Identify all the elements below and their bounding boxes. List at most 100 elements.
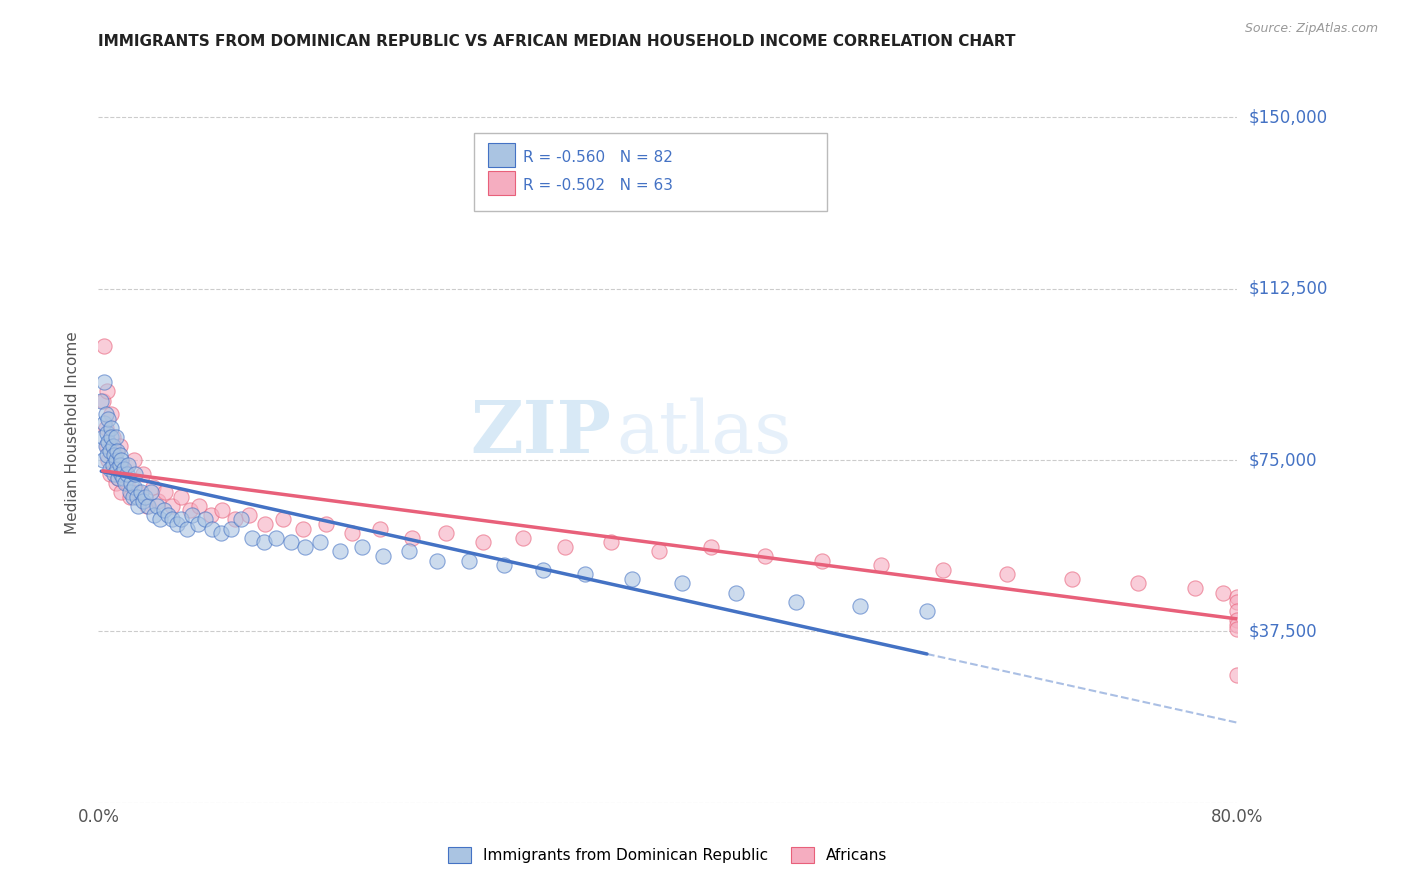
Point	[166, 516, 188, 531]
Point	[401, 531, 423, 545]
Point	[134, 490, 156, 504]
Point	[103, 467, 125, 481]
Point	[434, 526, 457, 541]
Point	[176, 522, 198, 536]
Point	[115, 467, 138, 481]
Text: Source: ZipAtlas.com: Source: ZipAtlas.com	[1244, 22, 1378, 36]
Point	[494, 558, 516, 573]
Point	[273, 512, 295, 526]
Point	[785, 595, 807, 609]
Point	[373, 549, 395, 563]
Point	[149, 512, 172, 526]
Point	[112, 462, 135, 476]
Point	[1226, 617, 1249, 632]
Point	[108, 439, 131, 453]
Point	[995, 567, 1018, 582]
Point	[201, 522, 224, 536]
Point	[1226, 604, 1249, 618]
Point	[139, 485, 162, 500]
Point	[105, 443, 128, 458]
Point	[188, 499, 211, 513]
Text: $37,500: $37,500	[1249, 623, 1317, 640]
Point	[117, 458, 139, 472]
Text: ZIP: ZIP	[470, 397, 612, 468]
Point	[103, 443, 125, 458]
Point	[124, 467, 146, 481]
Text: $150,000: $150,000	[1249, 108, 1327, 127]
FancyBboxPatch shape	[488, 143, 515, 167]
Point	[240, 531, 263, 545]
Point	[112, 462, 135, 476]
FancyBboxPatch shape	[474, 133, 827, 211]
Point	[93, 376, 115, 390]
Point	[103, 449, 125, 463]
Point	[574, 567, 596, 582]
Point	[162, 499, 184, 513]
Point	[111, 471, 134, 485]
Point	[153, 503, 176, 517]
Point	[104, 453, 127, 467]
Text: $75,000: $75,000	[1249, 451, 1317, 469]
Point	[179, 503, 201, 517]
Point	[142, 508, 165, 522]
Point	[1226, 590, 1249, 604]
Point	[554, 540, 576, 554]
Point	[148, 494, 170, 508]
Point	[118, 490, 141, 504]
Point	[849, 599, 872, 614]
Point	[135, 499, 157, 513]
Point	[146, 499, 169, 513]
Point	[931, 563, 953, 577]
Point	[100, 421, 122, 435]
Point	[309, 535, 332, 549]
Point	[131, 467, 153, 481]
Point	[141, 480, 163, 494]
Point	[200, 508, 222, 522]
Point	[870, 558, 893, 573]
Text: atlas: atlas	[617, 397, 792, 468]
Point	[194, 512, 217, 526]
Point	[94, 408, 117, 422]
Point	[292, 522, 315, 536]
Point	[120, 475, 142, 490]
Point	[211, 503, 233, 517]
Point	[219, 522, 242, 536]
Point	[170, 490, 193, 504]
Point	[531, 563, 554, 577]
Point	[94, 439, 117, 453]
Point	[252, 535, 274, 549]
Point	[368, 522, 391, 536]
Point	[91, 453, 114, 467]
Point	[122, 453, 145, 467]
Point	[101, 458, 124, 472]
Point	[100, 408, 122, 422]
Point	[97, 434, 120, 449]
Point	[93, 339, 115, 353]
Point	[398, 544, 420, 558]
Point	[329, 544, 352, 558]
Point	[471, 535, 494, 549]
Text: IMMIGRANTS FROM DOMINICAN REPUBLIC VS AFRICAN MEDIAN HOUSEHOLD INCOME CORRELATIO: IMMIGRANTS FROM DOMINICAN REPUBLIC VS AF…	[98, 34, 1017, 49]
Point	[110, 467, 132, 481]
Point	[162, 512, 184, 526]
Point	[136, 499, 159, 513]
Point	[648, 544, 671, 558]
Point	[671, 576, 693, 591]
Point	[725, 585, 748, 599]
Point	[98, 443, 121, 458]
Point	[100, 430, 122, 444]
Point	[350, 540, 373, 554]
Point	[115, 475, 138, 490]
Point	[129, 485, 152, 500]
Point	[600, 535, 623, 549]
Point	[754, 549, 776, 563]
Point	[1226, 595, 1249, 609]
Point	[1226, 622, 1249, 636]
Point	[1212, 585, 1234, 599]
Point	[1184, 581, 1206, 595]
Point	[101, 439, 124, 453]
Point	[96, 425, 118, 440]
Point	[122, 480, 145, 494]
Legend: Immigrants from Dominican Republic, Africans: Immigrants from Dominican Republic, Afri…	[441, 841, 894, 869]
Point	[315, 516, 337, 531]
